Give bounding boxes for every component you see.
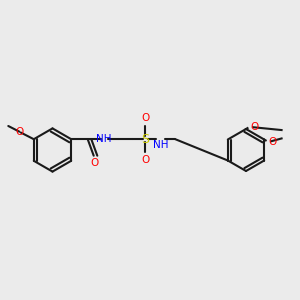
Text: S: S xyxy=(141,133,149,146)
Text: O: O xyxy=(91,158,99,168)
Text: NH: NH xyxy=(97,134,112,144)
Text: O: O xyxy=(15,127,23,137)
Text: O: O xyxy=(141,113,149,123)
Text: O: O xyxy=(141,155,149,165)
Text: O: O xyxy=(268,137,276,147)
Text: O: O xyxy=(250,122,258,132)
Text: NH: NH xyxy=(154,140,169,150)
